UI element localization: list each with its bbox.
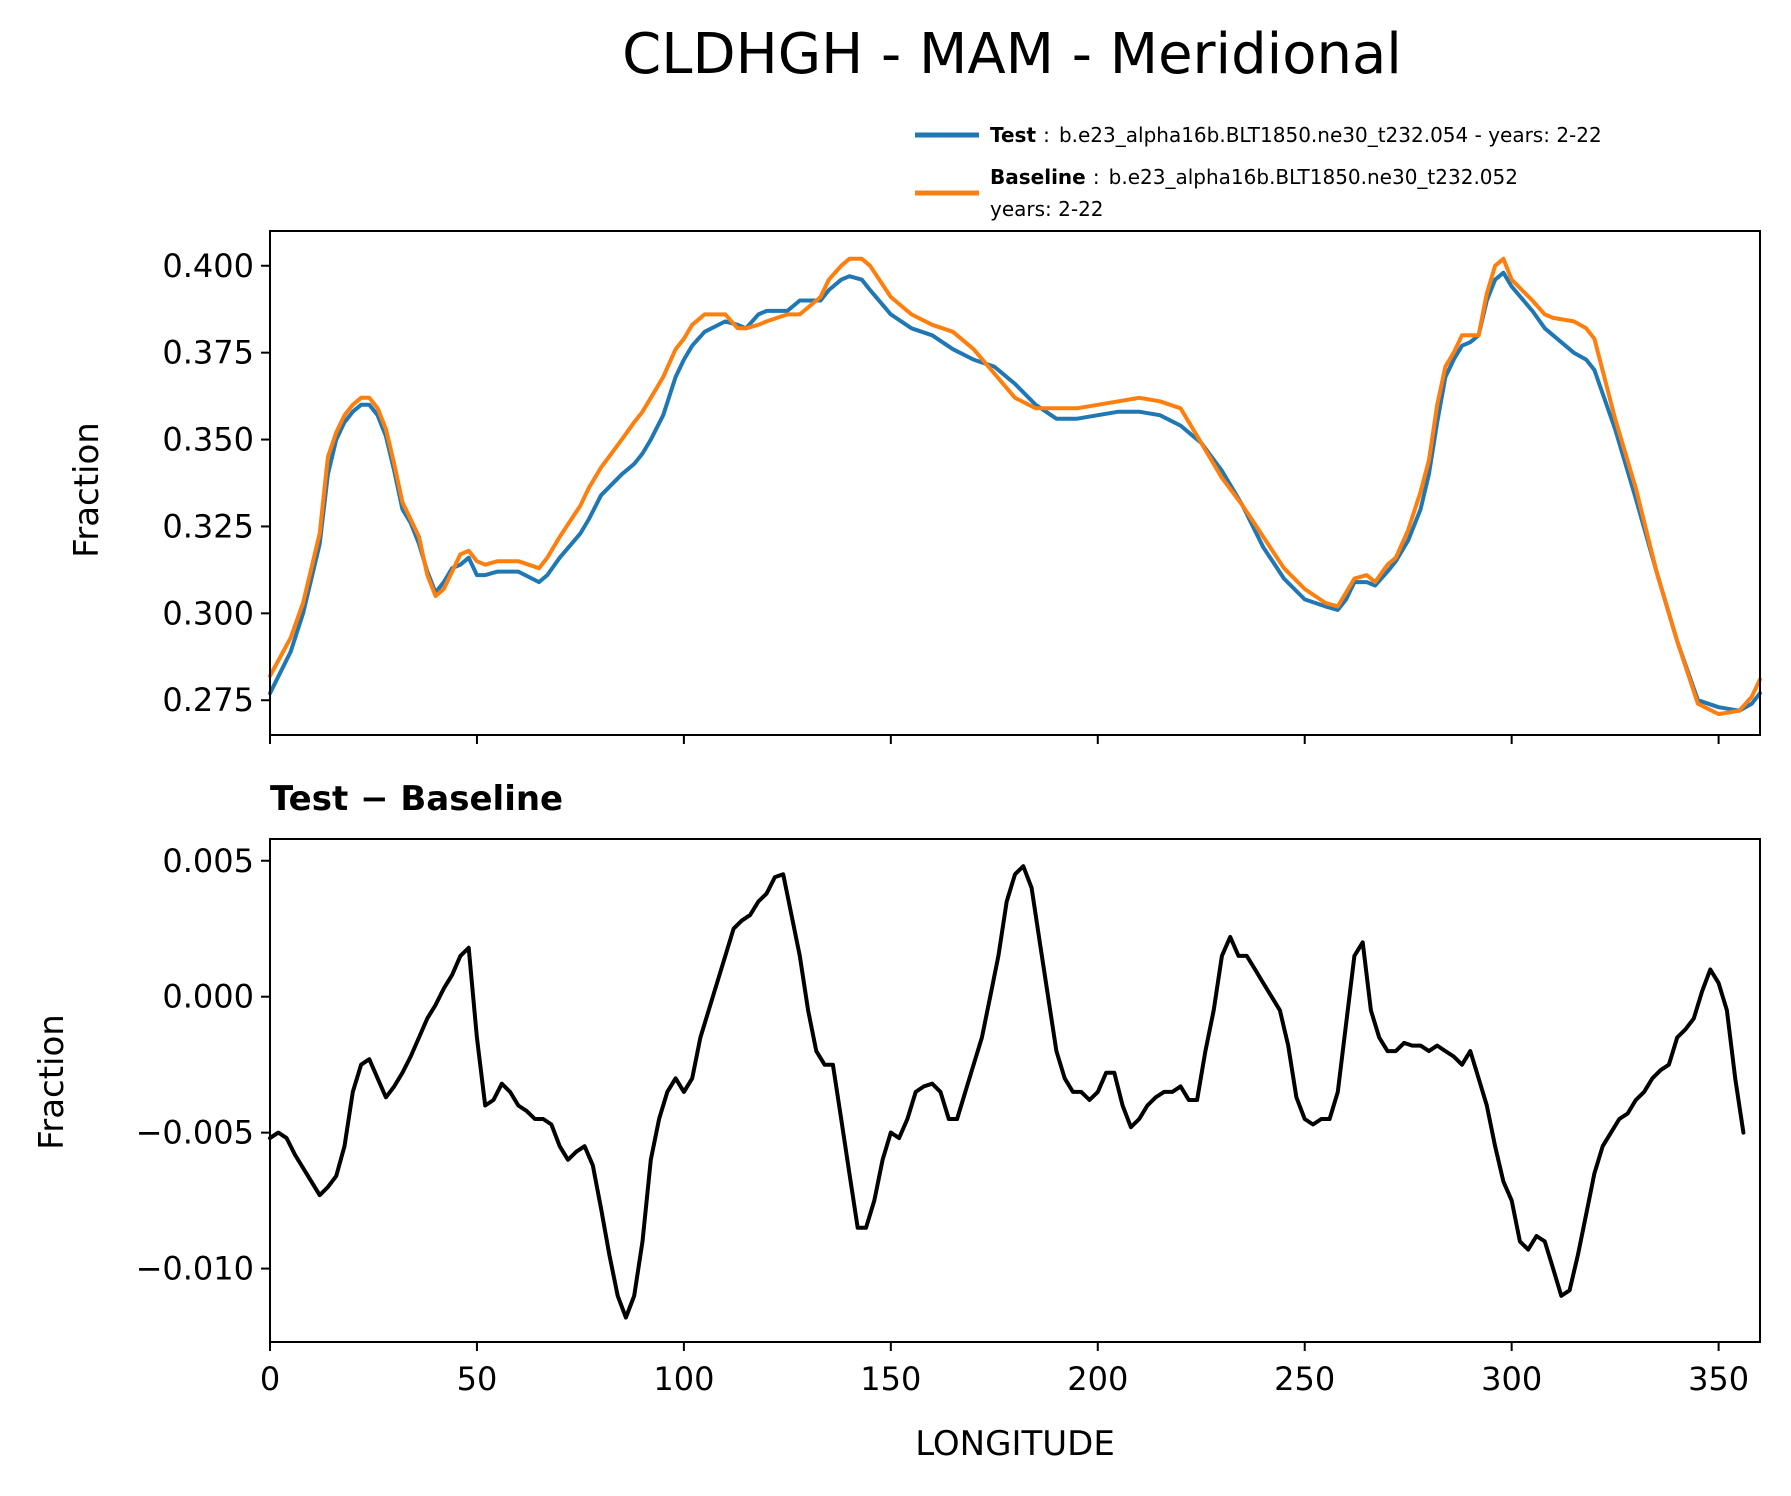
x-tick-label: 100 xyxy=(653,1360,714,1398)
legend-baseline-description: b.e23_alpha16b.BLT1850.ne30_t232.052 xyxy=(1109,165,1518,189)
legend-baseline-name: Baseline xyxy=(990,165,1086,189)
x-tick-label: 0 xyxy=(260,1360,280,1398)
bottom-y-tick-label: −0.005 xyxy=(136,1114,254,1152)
bottom-y-tick-label: 0.000 xyxy=(162,978,254,1016)
top-y-tick-label: 0.400 xyxy=(162,247,254,285)
bottom-panel-subtitle: Test − Baseline xyxy=(270,779,563,819)
top-panel: 0.275 0.300 0.325 0.350 0.375 0.400 Fraction xyxy=(67,230,1762,744)
bottom-plot-frame xyxy=(269,838,1761,1343)
x-tick-label: 150 xyxy=(860,1360,921,1398)
top-x-ticks xyxy=(269,735,1720,744)
bottom-y-tick-label: −0.010 xyxy=(136,1250,254,1288)
top-y-axis-label: Fraction xyxy=(67,422,107,558)
top-y-tick-label: 0.350 xyxy=(162,421,254,459)
top-y-ticks: 0.275 0.300 0.325 0.350 0.375 0.400 xyxy=(162,247,270,719)
bottom-y-tick-label: 0.005 xyxy=(162,842,254,880)
chart-title: CLDHGH - MAM - Meridional xyxy=(622,22,1402,87)
top-y-tick-label: 0.300 xyxy=(162,594,254,632)
x-tick-label: 200 xyxy=(1067,1360,1128,1398)
bottom-panel: Test − Baseline 0.005 0.000 −0.005 −0.010 0… xyxy=(32,779,1761,1464)
top-y-tick-label: 0.275 xyxy=(162,681,254,719)
top-series xyxy=(268,256,1762,717)
legend-test-description: b.e23_alpha16b.BLT1850.ne30_t232.054 - y… xyxy=(1059,123,1602,147)
x-tick-label: 350 xyxy=(1688,1360,1749,1398)
x-tick-label: 250 xyxy=(1274,1360,1335,1398)
bottom-y-ticks: 0.005 0.000 −0.005 −0.010 xyxy=(136,842,270,1288)
top-y-tick-label: 0.375 xyxy=(162,334,254,372)
x-axis-label: LONGITUDE xyxy=(915,1424,1115,1464)
bottom-y-axis-label: Fraction xyxy=(32,1014,72,1150)
top-plot-frame xyxy=(269,230,1761,736)
legend-test-separator: : xyxy=(1043,123,1050,147)
legend-test-entry: Test : b.e23_alpha16b.BLT1850.ne30_t232.… xyxy=(990,123,1602,147)
legend-test-name: Test xyxy=(990,123,1036,147)
top-y-tick-label: 0.325 xyxy=(162,507,254,545)
legend: Test : b.e23_alpha16b.BLT1850.ne30_t232.… xyxy=(915,123,1602,221)
legend-baseline-entry: Baseline : b.e23_alpha16b.BLT1850.ne30_t… xyxy=(990,165,1518,189)
bottom-x-ticks: 0 50 100 150 200 250 300 350 xyxy=(260,1342,1749,1398)
x-tick-label: 300 xyxy=(1481,1360,1542,1398)
legend-baseline-description-line2: years: 2-22 xyxy=(990,197,1104,221)
x-tick-label: 50 xyxy=(457,1360,498,1398)
legend-baseline-separator: : xyxy=(1093,165,1100,189)
bottom-series-line-test-baseline xyxy=(268,864,1746,1320)
top-series-line-baseline xyxy=(268,256,1762,717)
top-series-line-test xyxy=(268,270,1762,713)
bottom-series xyxy=(268,864,1746,1320)
